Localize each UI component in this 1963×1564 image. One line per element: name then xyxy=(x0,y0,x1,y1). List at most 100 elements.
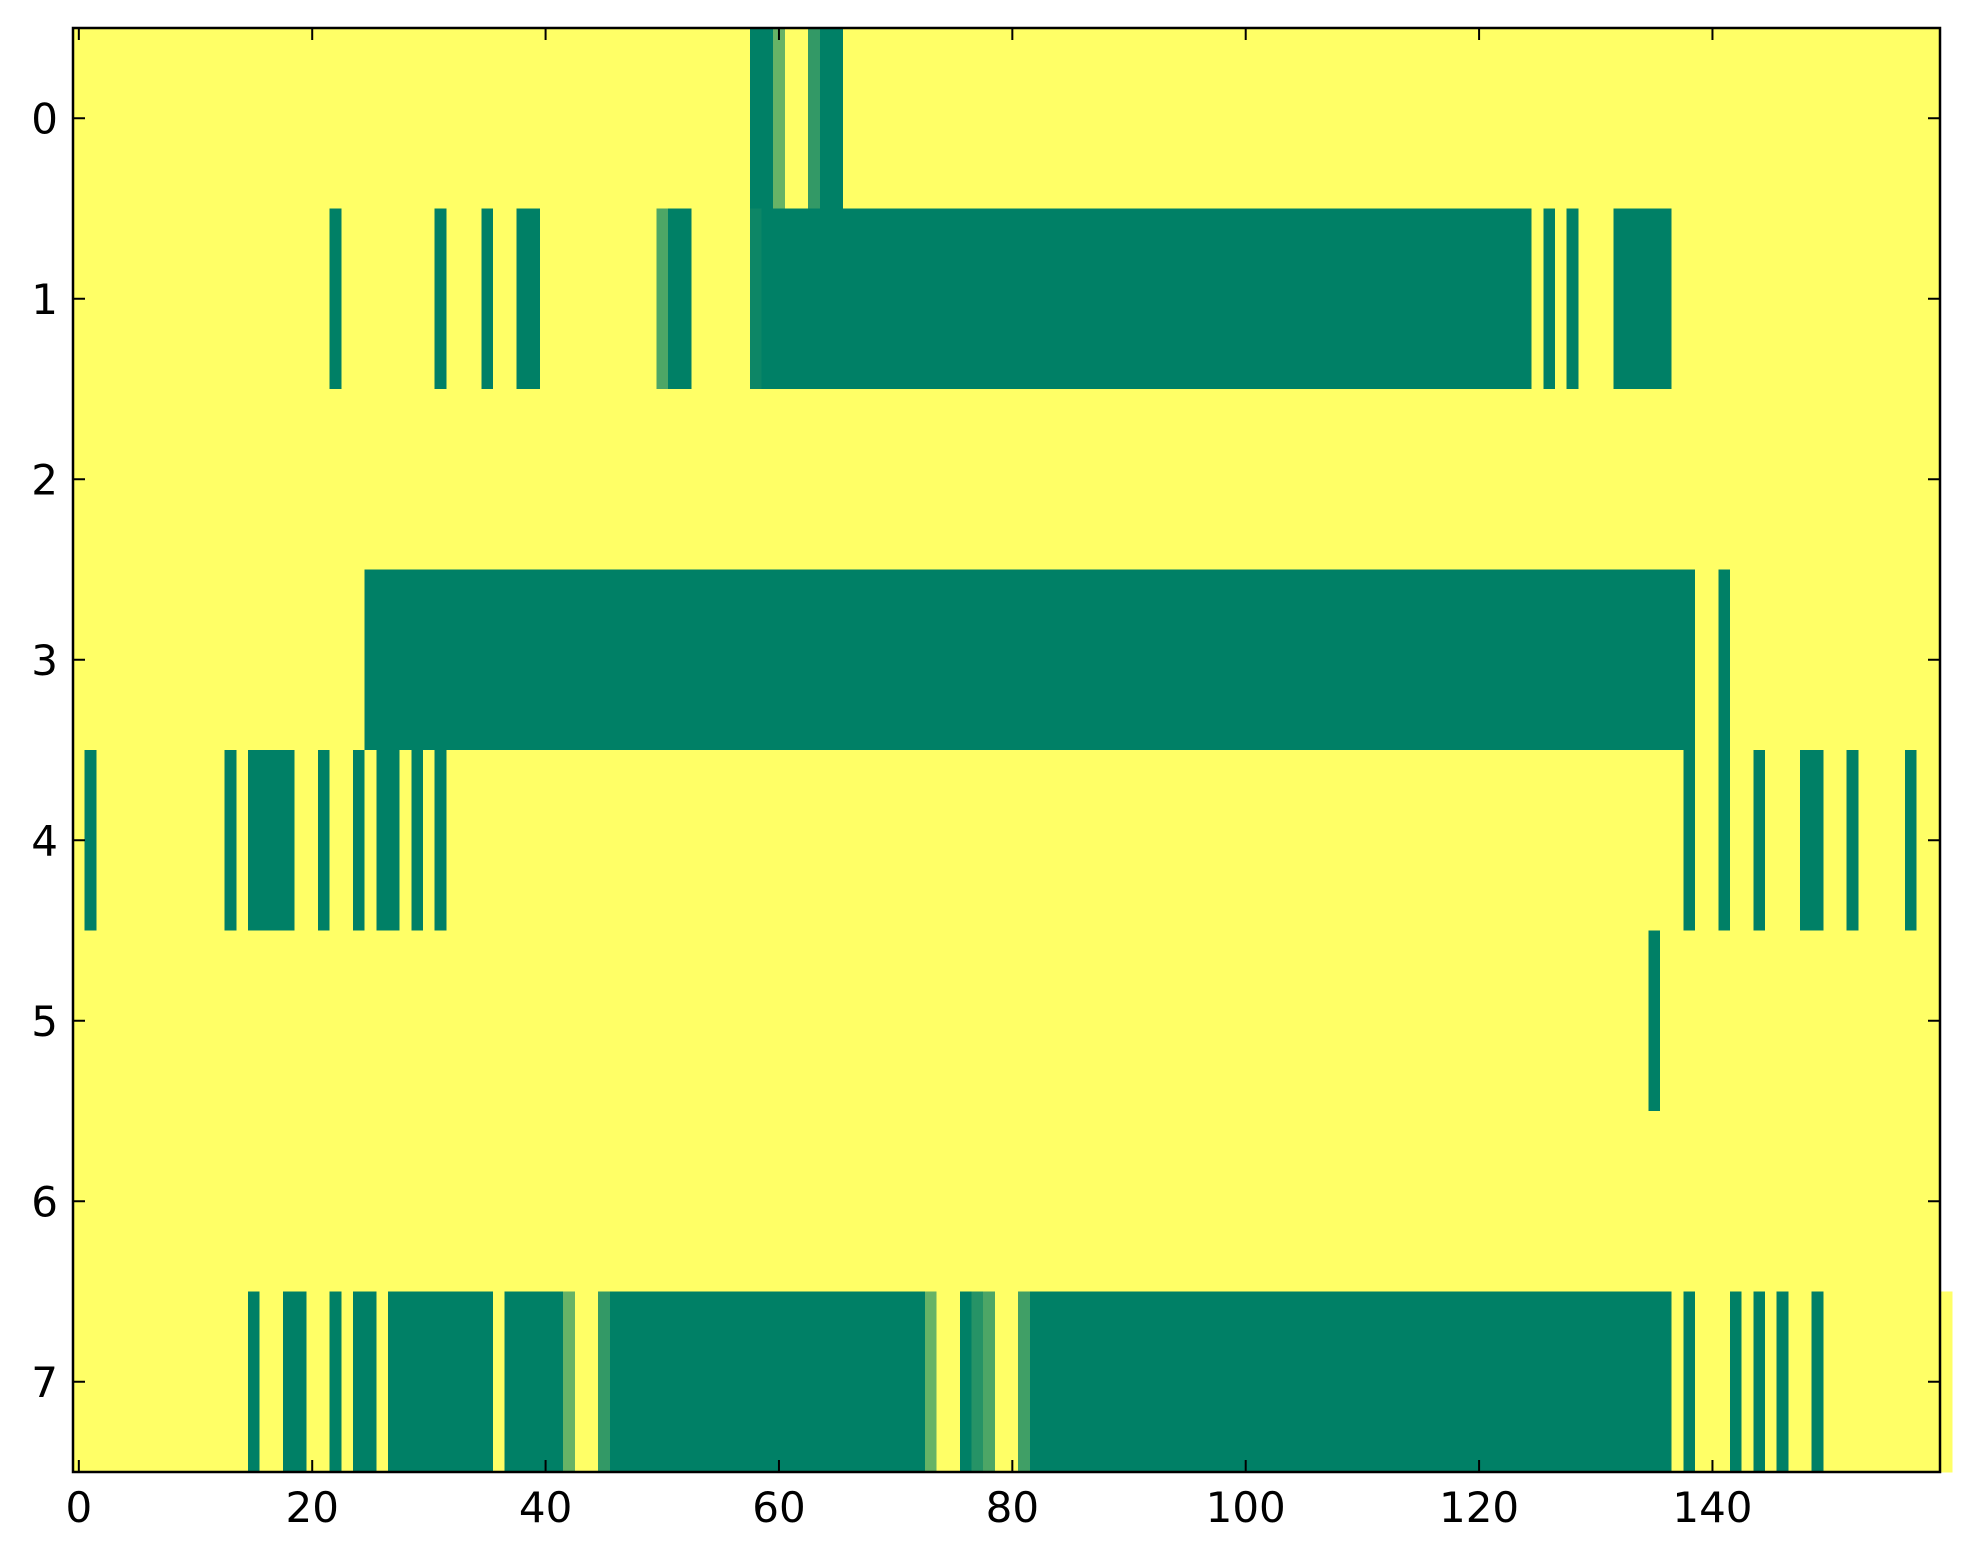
cell xyxy=(959,1111,973,1293)
cell xyxy=(1729,569,1743,751)
cell xyxy=(1274,1111,1288,1293)
cell xyxy=(971,1111,984,1293)
cell xyxy=(1344,750,1358,932)
cell xyxy=(1566,750,1579,932)
cell xyxy=(726,208,739,390)
cell xyxy=(1659,569,1673,751)
cell xyxy=(1473,750,1486,932)
cell xyxy=(761,1111,774,1293)
cell xyxy=(271,1291,284,1473)
cell xyxy=(679,389,693,571)
cell xyxy=(1566,1291,1579,1473)
cell xyxy=(1099,750,1113,932)
cell xyxy=(166,208,179,390)
cell xyxy=(1228,389,1241,571)
cell xyxy=(1309,28,1323,210)
cell xyxy=(1263,569,1276,751)
cell xyxy=(143,208,156,390)
cell xyxy=(1123,569,1136,751)
cell xyxy=(1216,208,1229,390)
cell xyxy=(1204,569,1218,751)
cell xyxy=(119,389,132,571)
cell xyxy=(1076,569,1089,751)
cell xyxy=(1181,208,1194,390)
cell xyxy=(1659,930,1673,1112)
cell xyxy=(504,1111,518,1293)
cell xyxy=(1368,1111,1381,1293)
cell xyxy=(353,750,366,932)
cell xyxy=(399,1291,412,1473)
cell xyxy=(1449,930,1463,1112)
cell xyxy=(843,569,856,751)
cell xyxy=(1169,930,1183,1112)
cell xyxy=(1449,569,1463,751)
cell xyxy=(1146,208,1159,390)
cell xyxy=(796,930,809,1112)
cell xyxy=(213,389,226,571)
cell xyxy=(1251,569,1264,751)
cell xyxy=(1683,569,1696,751)
cell xyxy=(201,1291,214,1473)
cell xyxy=(913,1291,926,1473)
cell xyxy=(1041,208,1054,390)
cell xyxy=(1344,1291,1358,1473)
cell xyxy=(761,208,774,390)
cell xyxy=(808,750,821,932)
cell xyxy=(668,389,681,571)
cell xyxy=(119,930,132,1112)
cell xyxy=(609,1291,623,1473)
cell xyxy=(516,930,529,1112)
cell xyxy=(1881,208,1894,390)
cell xyxy=(1519,569,1533,751)
cell xyxy=(1333,208,1346,390)
cell xyxy=(1123,930,1136,1112)
cell xyxy=(959,1291,973,1473)
cell xyxy=(1741,389,1754,571)
cell xyxy=(1776,569,1789,751)
cell xyxy=(131,208,144,390)
cell xyxy=(131,389,144,571)
cell xyxy=(1344,389,1358,571)
cell xyxy=(1904,569,1918,751)
cell xyxy=(586,569,599,751)
cell xyxy=(329,930,342,1112)
cell xyxy=(1834,1111,1848,1293)
cell xyxy=(1368,208,1381,390)
cell xyxy=(1134,569,1148,751)
cell xyxy=(668,28,681,210)
cell xyxy=(994,569,1008,751)
cell xyxy=(1648,208,1661,390)
cell xyxy=(528,389,541,571)
cell xyxy=(773,28,786,210)
cell xyxy=(714,208,728,390)
cell xyxy=(1274,750,1288,932)
cell xyxy=(423,28,436,210)
cell xyxy=(1053,750,1066,932)
cell xyxy=(1881,1111,1894,1293)
cell xyxy=(1216,569,1229,751)
cell xyxy=(1356,389,1369,571)
cell xyxy=(399,1111,412,1293)
cell xyxy=(994,1291,1008,1473)
cell xyxy=(1916,750,1929,932)
cell xyxy=(1496,208,1509,390)
cell xyxy=(1648,569,1661,751)
cell xyxy=(586,750,599,932)
cell xyxy=(1484,208,1498,390)
cell xyxy=(1893,1291,1906,1473)
cell xyxy=(1496,1111,1509,1293)
cell xyxy=(294,569,307,751)
cell xyxy=(1181,1111,1194,1293)
cell xyxy=(1846,930,1859,1112)
cell xyxy=(656,208,669,390)
cell xyxy=(971,569,984,751)
cell xyxy=(411,569,424,751)
cell xyxy=(889,930,903,1112)
cell xyxy=(1496,1291,1509,1473)
cell xyxy=(703,1291,716,1473)
cell xyxy=(539,750,553,932)
cell xyxy=(1613,1111,1626,1293)
cell xyxy=(1099,28,1113,210)
cell xyxy=(1683,1291,1696,1473)
cell xyxy=(1018,208,1031,390)
